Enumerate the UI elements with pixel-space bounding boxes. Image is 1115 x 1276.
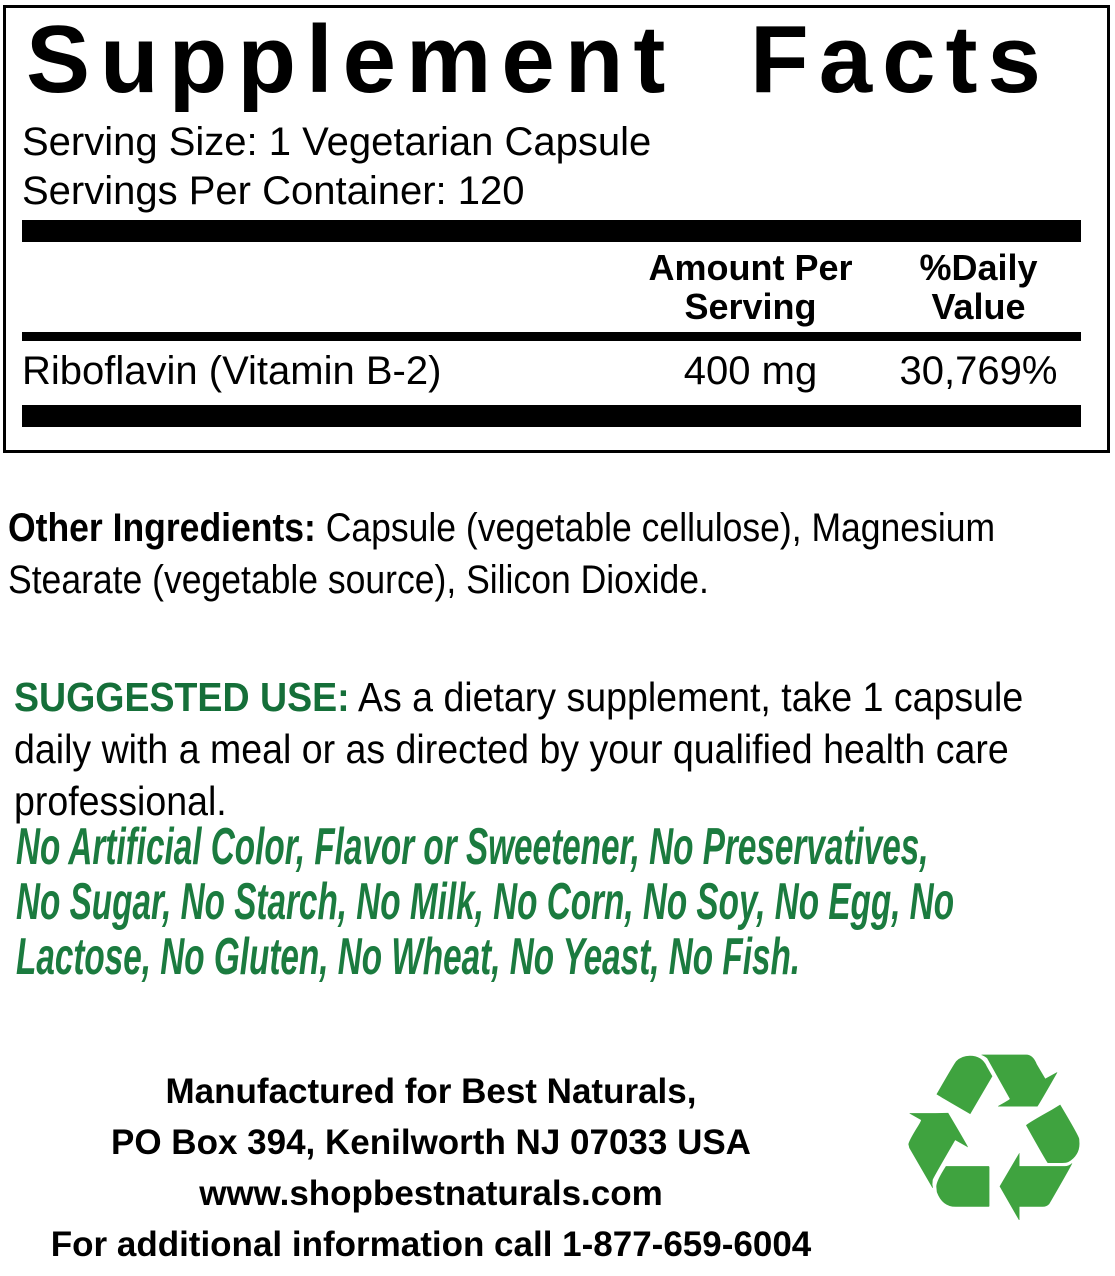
serving-size: Serving Size: 1 Vegetarian Capsule	[22, 120, 652, 164]
divider-bar-thick	[22, 405, 1081, 427]
suggested-use-paragraph: SUGGESTED USE: As a dietary supplement, …	[14, 671, 1103, 827]
manufacturer-block: Manufactured for Best Naturals, PO Box 3…	[0, 1066, 862, 1270]
suggested-use-label: SUGGESTED USE:	[14, 674, 350, 720]
suggested-use-text: As a dietary supplement, take 1 capsule …	[14, 674, 1024, 824]
free-of-line: No Artificial Color, Flavor or Sweetener…	[16, 818, 929, 876]
free-of-claims: No Artificial Color, Flavor or Sweetener…	[16, 820, 954, 985]
manufacturer-website: www.shopbestnaturals.com	[199, 1174, 663, 1213]
manufacturer-phone: For additional information call 1-877-65…	[50, 1225, 812, 1264]
column-header-amount-per-serving: Amount Per Serving	[648, 247, 853, 327]
manufacturer-address: PO Box 394, Kenilworth NJ 07033 USA	[111, 1123, 751, 1162]
column-header-daily-value: %Daily Value	[919, 247, 1038, 327]
free-of-line: No Sugar, No Starch, No Milk, No Corn, N…	[16, 873, 955, 931]
free-of-line: Lactose, No Gluten, No Wheat, No Yeast, …	[16, 928, 801, 986]
recycle-icon: ♻	[888, 1003, 1100, 1276]
other-ingredients-paragraph: Other Ingredients: Capsule (vegetable ce…	[8, 502, 1109, 606]
divider-bar-thick	[22, 220, 1081, 242]
nutrient-amount: 400 mg	[683, 349, 818, 393]
panel-title: Supplement Facts	[26, 6, 1051, 113]
servings-per-container: Servings Per Container: 120	[22, 169, 525, 213]
supplement-facts-panel: Supplement Facts Serving Size: 1 Vegetar…	[3, 5, 1110, 453]
other-ingredients-text: Capsule (vegetable cellulose), Magnesium…	[8, 506, 996, 602]
nutrient-name: Riboflavin (Vitamin B-2)	[22, 349, 442, 393]
nutrient-daily-value: 30,769%	[899, 349, 1058, 393]
table-header-spacer	[22, 248, 633, 326]
divider-bar-thin	[22, 332, 1081, 341]
table-row: Riboflavin (Vitamin B-2) 400 mg 30,769%	[22, 341, 1081, 405]
other-ingredients-label: Other Ingredients:	[8, 506, 316, 550]
table-header-row: Amount Per Serving %Daily Value	[22, 242, 1081, 326]
manufacturer-line: Manufactured for Best Naturals,	[165, 1072, 697, 1111]
